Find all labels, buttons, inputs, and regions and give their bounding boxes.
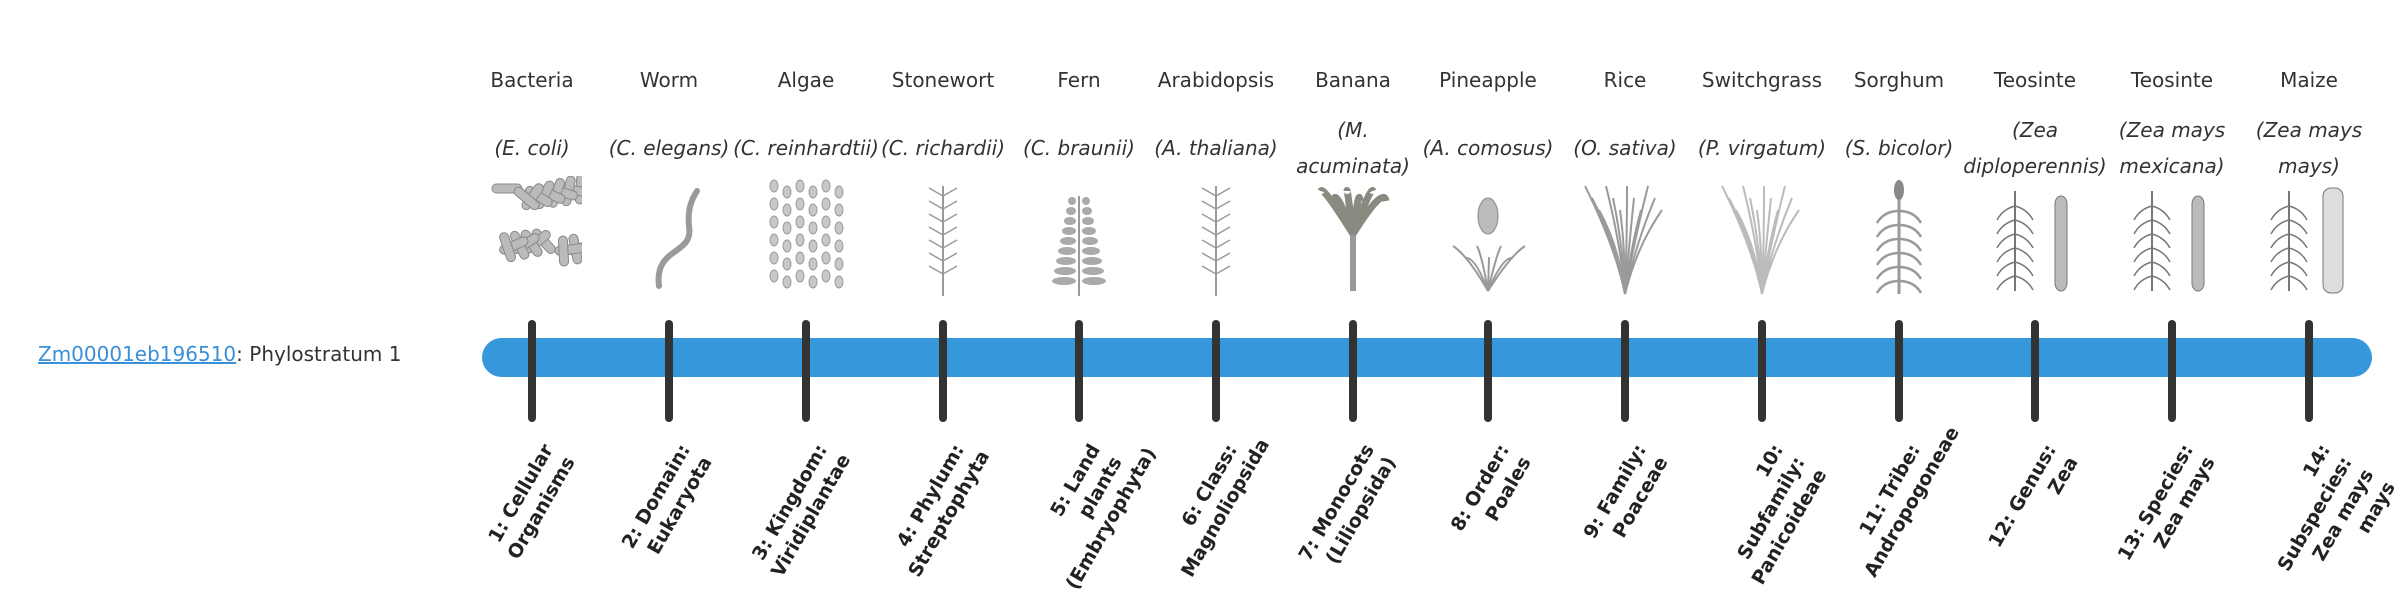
scientific-name: (P. virgatum) <box>1688 112 1836 184</box>
switchgrass-icon <box>1712 176 1812 298</box>
scientific-name-text: (Zea mays mays) <box>2235 112 2383 184</box>
arabidopsis-icon <box>1166 176 1266 298</box>
worm-icon <box>619 176 719 298</box>
stonewort-icon <box>893 176 993 298</box>
scientific-name-text: (P. virgatum) <box>1698 130 1826 166</box>
taxonomic-rank-label: 11: Tribe: Andropogoneae <box>1838 440 1949 582</box>
scientific-name: (S. bicolor) <box>1825 112 1973 184</box>
common-name: Fern <box>1009 68 1149 92</box>
taxonomic-rank-label: 14: Subspecies: Zea mays mays <box>2248 440 2400 607</box>
taxonomic-rank-label: 8: Order: Poales <box>1427 440 1538 582</box>
taxonomic-rank-label: 6: Class: Magnoliopsida <box>1155 440 1266 582</box>
common-name: Rice <box>1555 68 1695 92</box>
taxonomic-rank-label: 1: Cellular Organisms <box>471 440 582 582</box>
gene-id-link[interactable]: Zm00001eb196510 <box>38 342 236 366</box>
scientific-name-text: (O. sativa) <box>1573 130 1676 166</box>
stratum-tick <box>1621 320 1629 422</box>
bacteria-icon <box>482 176 582 298</box>
scientific-name: (C. elegans) <box>595 112 743 184</box>
scientific-name-text: (A. thaliana) <box>1154 130 1277 166</box>
stratum-tick <box>1758 320 1766 422</box>
stratum-tick <box>1484 320 1492 422</box>
scientific-name-text: (S. bicolor) <box>1845 130 1954 166</box>
scientific-name-text: (Zea diploperennis) <box>1961 112 2109 184</box>
stratum-tick <box>1349 320 1357 422</box>
taxonomic-rank-label: 4: Phylum: Streptophyta <box>882 440 993 582</box>
taxonomic-rank-label: 2: Domain: Eukaryota <box>608 440 719 582</box>
phylostratum-text: : Phylostratum 1 <box>236 342 401 366</box>
stratum-tick <box>528 320 536 422</box>
scientific-name-text: (C. reinhardtii) <box>733 130 879 166</box>
scientific-name-text: (C. braunii) <box>1023 130 1135 166</box>
taxonomic-rank-label: 9: Family: Poaceae <box>1564 440 1675 582</box>
common-name: Banana <box>1283 68 1423 92</box>
phylostrata-bar <box>482 338 2372 377</box>
stratum-tick <box>802 320 810 422</box>
algae-icon <box>756 176 856 298</box>
taxonomic-rank-label: 10: Subfamily: Panicoideae <box>1701 440 1833 594</box>
scientific-name-text: (A. comosus) <box>1423 130 1554 166</box>
common-name: Teosinte <box>2102 68 2242 92</box>
scientific-name: (Zea mays mays) <box>2235 112 2383 184</box>
scientific-name: (A. comosus) <box>1414 112 1562 184</box>
rice-icon <box>1575 176 1675 298</box>
stratum-tick <box>2305 320 2313 422</box>
pineapple-icon <box>1438 176 1538 298</box>
scientific-name: (Zea mays mexicana) <box>2098 112 2246 184</box>
taxonomic-rank-label: 13: Species: Zea mays <box>2111 440 2222 582</box>
scientific-name: (C. braunii) <box>1005 112 1153 184</box>
taxonomic-rank-label: 12: Genus: Zea <box>1974 440 2085 582</box>
taxonomic-rank-label: 3: Kingdom: Viridiplantae <box>745 440 856 582</box>
common-name: Algae <box>736 68 876 92</box>
stratum-tick <box>2168 320 2176 422</box>
common-name: Sorghum <box>1829 68 1969 92</box>
fern-icon <box>1029 176 1129 298</box>
teosinte-icon <box>1985 176 2085 298</box>
scientific-name-text: (C. richardii) <box>881 130 1005 166</box>
sorghum-icon <box>1849 176 1949 298</box>
taxonomic-rank-label: 7: Monocots (Liliopsida) <box>1292 440 1403 582</box>
stratum-tick <box>2031 320 2039 422</box>
common-name: Maize <box>2239 68 2379 92</box>
common-name: Arabidopsis <box>1146 68 1286 92</box>
common-name: Worm <box>599 68 739 92</box>
scientific-name: (M. acuminata) <box>1279 112 1427 184</box>
scientific-name: (A. thaliana) <box>1142 112 1290 184</box>
banana-icon <box>1303 176 1403 298</box>
teosinte-mexicana-icon <box>2122 176 2222 298</box>
common-name: Pineapple <box>1418 68 1558 92</box>
scientific-name: (Zea diploperennis) <box>1961 112 2109 184</box>
scientific-name: (C. reinhardtii) <box>732 112 880 184</box>
scientific-name-text: (C. elegans) <box>609 130 730 166</box>
scientific-name: (O. sativa) <box>1551 112 1699 184</box>
taxonomic-rank-label: 5: Land plants (Embryophyta) <box>1018 440 1150 594</box>
stratum-tick <box>1212 320 1220 422</box>
common-name: Stonewort <box>873 68 1013 92</box>
scientific-name-text: (M. acuminata) <box>1279 112 1427 184</box>
stratum-tick <box>939 320 947 422</box>
stratum-tick <box>1895 320 1903 422</box>
common-name: Bacteria <box>462 68 602 92</box>
stratum-tick <box>665 320 673 422</box>
gene-label: Zm00001eb196510: Phylostratum 1 <box>38 342 401 366</box>
scientific-name-text: (Zea mays mexicana) <box>2098 112 2246 184</box>
common-name: Teosinte <box>1965 68 2105 92</box>
common-name: Switchgrass <box>1692 68 1832 92</box>
scientific-name: (C. richardii) <box>869 112 1017 184</box>
maize-icon <box>2259 176 2359 298</box>
scientific-name: (E. coli) <box>458 112 606 184</box>
scientific-name-text: (E. coli) <box>494 130 569 166</box>
stratum-tick <box>1075 320 1083 422</box>
